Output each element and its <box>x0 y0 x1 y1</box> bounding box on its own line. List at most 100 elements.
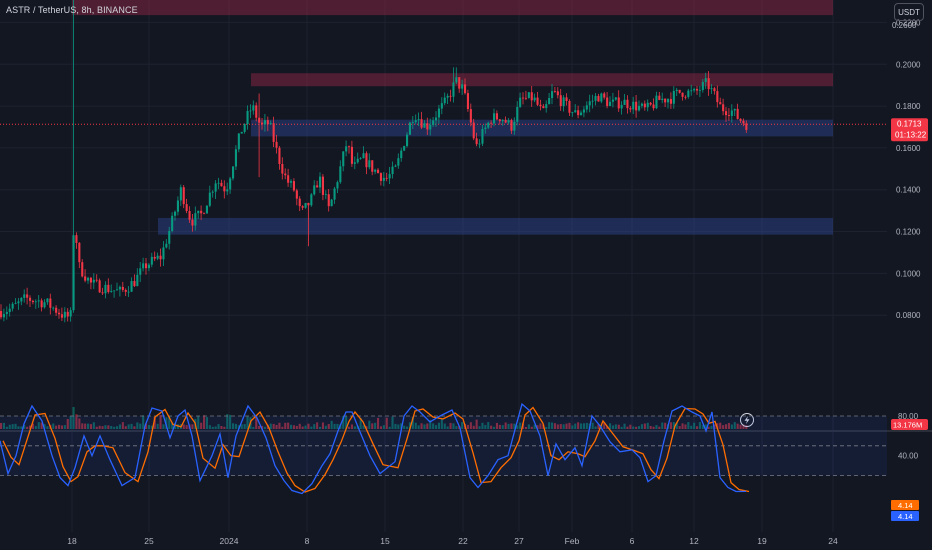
volume-bar <box>321 422 324 429</box>
candle-body <box>107 284 110 292</box>
candle-body <box>643 103 646 108</box>
candle-body <box>147 264 150 269</box>
volume-bar <box>545 426 548 429</box>
candle-body <box>237 133 240 150</box>
candle-body <box>203 213 206 215</box>
volume-bar <box>333 423 336 429</box>
lightning-glyph <box>744 416 750 424</box>
volume-bar <box>417 425 420 429</box>
volume-bar <box>159 414 162 429</box>
candle-body <box>446 95 449 98</box>
candle-body <box>617 97 620 109</box>
candle-body <box>640 103 643 106</box>
volume-bar <box>478 426 481 429</box>
candle-body <box>275 141 278 148</box>
candle-body <box>371 160 374 172</box>
candle-body <box>176 200 179 212</box>
candle-body <box>548 97 551 105</box>
volume-bar <box>536 425 539 429</box>
candle-body <box>727 115 730 116</box>
volume-bar <box>672 422 675 429</box>
volume-bar <box>220 425 223 429</box>
candle-body <box>211 191 214 193</box>
volume-bar <box>287 422 290 429</box>
price-tag-countdown: 01:13:22 <box>895 130 927 139</box>
candles-group <box>0 0 748 323</box>
lightning-icon[interactable] <box>740 413 754 427</box>
candle-body <box>116 289 119 291</box>
candle-body <box>704 78 707 83</box>
x-axis-label: Feb <box>565 536 580 546</box>
volume-bar <box>553 423 556 429</box>
volume-bar <box>513 423 516 429</box>
candle-body <box>701 82 704 90</box>
candle-body <box>536 97 539 105</box>
volume-bar <box>348 426 351 429</box>
volume-bar <box>466 424 469 429</box>
candle-body <box>684 96 687 98</box>
currency-button[interactable]: USDT <box>894 3 924 21</box>
candle-body <box>733 108 736 111</box>
candle-body <box>342 151 345 167</box>
volume-bar <box>226 414 229 429</box>
candle-body <box>89 277 92 283</box>
candle-body <box>113 290 116 292</box>
volume-bar <box>307 423 310 429</box>
stoch-d-tag-bg <box>891 511 919 521</box>
volume-bar <box>617 424 620 429</box>
volume-bar <box>582 423 585 429</box>
candle-body <box>707 78 710 90</box>
volume-bar <box>591 422 594 429</box>
candle-body <box>391 166 394 175</box>
volume-bar <box>696 426 699 429</box>
volume-bar <box>69 415 72 429</box>
candle-body <box>664 98 667 103</box>
volume-bar <box>118 424 121 429</box>
candle-body <box>406 134 409 147</box>
candle-body <box>205 205 208 214</box>
volume-bar <box>475 419 478 429</box>
candle-body <box>687 90 690 97</box>
volume-bar <box>684 424 687 429</box>
volume-bar <box>504 422 507 429</box>
volume-bar <box>98 425 101 429</box>
candle-body <box>66 311 69 317</box>
volume-bar <box>31 423 34 429</box>
volume-tag-bg <box>891 419 928 430</box>
volume-bar <box>377 417 380 429</box>
x-axis-label: 24 <box>828 536 838 546</box>
candle-body <box>681 92 684 97</box>
candle-body <box>745 123 748 130</box>
volume-bar <box>669 422 672 429</box>
candle-body <box>58 312 61 315</box>
volume-bar <box>313 424 316 429</box>
volume-bar <box>29 425 32 429</box>
volume-bar <box>643 423 646 429</box>
volume-bar <box>406 426 409 429</box>
volume-bar <box>46 426 49 429</box>
candle-body <box>330 199 333 207</box>
volume-bar <box>678 426 681 429</box>
volume-bar <box>142 415 145 429</box>
candle-body <box>60 314 63 318</box>
volume-bar <box>733 422 736 429</box>
candle-body <box>26 294 29 298</box>
candle-body <box>632 101 635 110</box>
candle-body <box>475 138 478 145</box>
volume-bar <box>292 425 295 429</box>
candle-body <box>655 95 658 109</box>
candle-body <box>69 310 72 317</box>
volume-bar <box>562 424 565 429</box>
volume-bar <box>229 414 232 429</box>
candle-body <box>75 235 78 243</box>
volume-bar <box>350 424 353 429</box>
candle-body <box>652 104 655 109</box>
volume-bar <box>443 423 446 429</box>
candle-body <box>301 206 304 208</box>
volume-bar <box>423 424 426 429</box>
candle-body <box>252 105 255 111</box>
candle-body <box>739 118 742 121</box>
volume-bar <box>371 423 374 429</box>
volume-bar <box>75 414 78 429</box>
